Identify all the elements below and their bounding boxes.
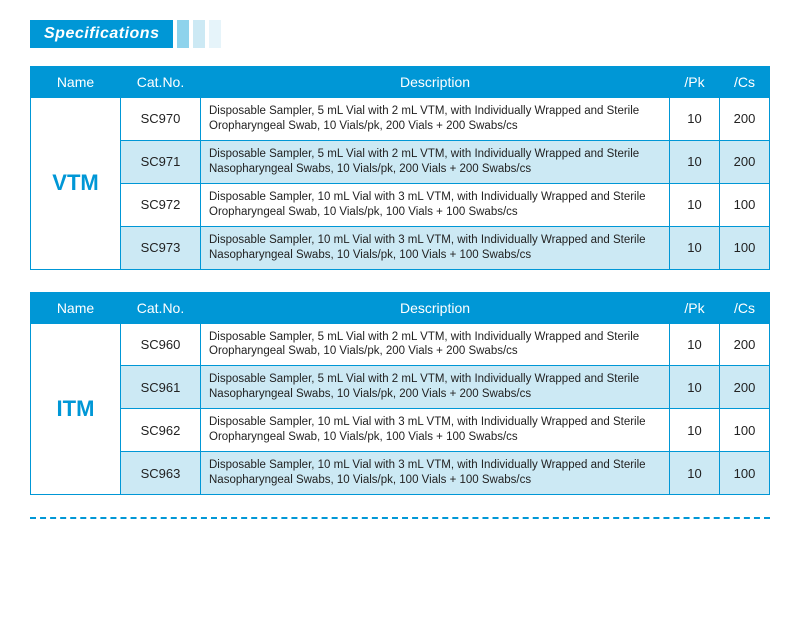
col-header-pk: /Pk: [670, 67, 720, 98]
col-header-cat: Cat.No.: [121, 67, 201, 98]
table-row: ITMSC960Disposable Sampler, 5 mL Vial wi…: [31, 323, 770, 366]
table-row: SC961Disposable Sampler, 5 mL Vial with …: [31, 366, 770, 409]
bottom-dash-line: [30, 517, 770, 519]
group-name-cell: VTM: [31, 98, 121, 270]
table-row: SC973Disposable Sampler, 10 mL Vial with…: [31, 226, 770, 269]
cat-no-cell: SC961: [121, 366, 201, 409]
table-row: SC972Disposable Sampler, 10 mL Vial with…: [31, 183, 770, 226]
cat-no-cell: SC970: [121, 98, 201, 141]
cat-no-cell: SC972: [121, 183, 201, 226]
pk-cell: 10: [670, 226, 720, 269]
page-title: Specifications: [30, 20, 173, 48]
col-header-cat: Cat.No.: [121, 292, 201, 323]
col-header-cs: /Cs: [720, 67, 770, 98]
cs-cell: 100: [720, 409, 770, 452]
cs-cell: 200: [720, 323, 770, 366]
cs-cell: 100: [720, 183, 770, 226]
spec-table: NameCat.No.Description/Pk/CsVTMSC970Disp…: [30, 66, 770, 270]
cat-no-cell: SC960: [121, 323, 201, 366]
title-stripe-2: [193, 20, 205, 48]
description-cell: Disposable Sampler, 10 mL Vial with 3 mL…: [201, 452, 670, 495]
col-header-desc: Description: [201, 67, 670, 98]
description-cell: Disposable Sampler, 10 mL Vial with 3 mL…: [201, 409, 670, 452]
col-header-cs: /Cs: [720, 292, 770, 323]
cs-cell: 100: [720, 452, 770, 495]
cs-cell: 200: [720, 366, 770, 409]
pk-cell: 10: [670, 98, 720, 141]
title-stripe-1: [177, 20, 189, 48]
cat-no-cell: SC962: [121, 409, 201, 452]
description-cell: Disposable Sampler, 5 mL Vial with 2 mL …: [201, 366, 670, 409]
title-bar: Specifications: [30, 20, 770, 48]
pk-cell: 10: [670, 140, 720, 183]
description-cell: Disposable Sampler, 5 mL Vial with 2 mL …: [201, 98, 670, 141]
cs-cell: 200: [720, 98, 770, 141]
description-cell: Disposable Sampler, 10 mL Vial with 3 mL…: [201, 226, 670, 269]
pk-cell: 10: [670, 452, 720, 495]
description-cell: Disposable Sampler, 5 mL Vial with 2 mL …: [201, 323, 670, 366]
cat-no-cell: SC973: [121, 226, 201, 269]
group-name-cell: ITM: [31, 323, 121, 495]
col-header-name: Name: [31, 292, 121, 323]
cat-no-cell: SC963: [121, 452, 201, 495]
cat-no-cell: SC971: [121, 140, 201, 183]
description-cell: Disposable Sampler, 10 mL Vial with 3 mL…: [201, 183, 670, 226]
pk-cell: 10: [670, 183, 720, 226]
pk-cell: 10: [670, 366, 720, 409]
table-row: SC971Disposable Sampler, 5 mL Vial with …: [31, 140, 770, 183]
cs-cell: 200: [720, 140, 770, 183]
title-stripe-3: [209, 20, 221, 48]
spec-table: NameCat.No.Description/Pk/CsITMSC960Disp…: [30, 292, 770, 496]
table-row: SC962Disposable Sampler, 10 mL Vial with…: [31, 409, 770, 452]
pk-cell: 10: [670, 323, 720, 366]
col-header-desc: Description: [201, 292, 670, 323]
col-header-pk: /Pk: [670, 292, 720, 323]
tables-container: NameCat.No.Description/Pk/CsVTMSC970Disp…: [30, 66, 770, 495]
col-header-name: Name: [31, 67, 121, 98]
table-row: VTMSC970Disposable Sampler, 5 mL Vial wi…: [31, 98, 770, 141]
description-cell: Disposable Sampler, 5 mL Vial with 2 mL …: [201, 140, 670, 183]
pk-cell: 10: [670, 409, 720, 452]
cs-cell: 100: [720, 226, 770, 269]
table-row: SC963Disposable Sampler, 10 mL Vial with…: [31, 452, 770, 495]
